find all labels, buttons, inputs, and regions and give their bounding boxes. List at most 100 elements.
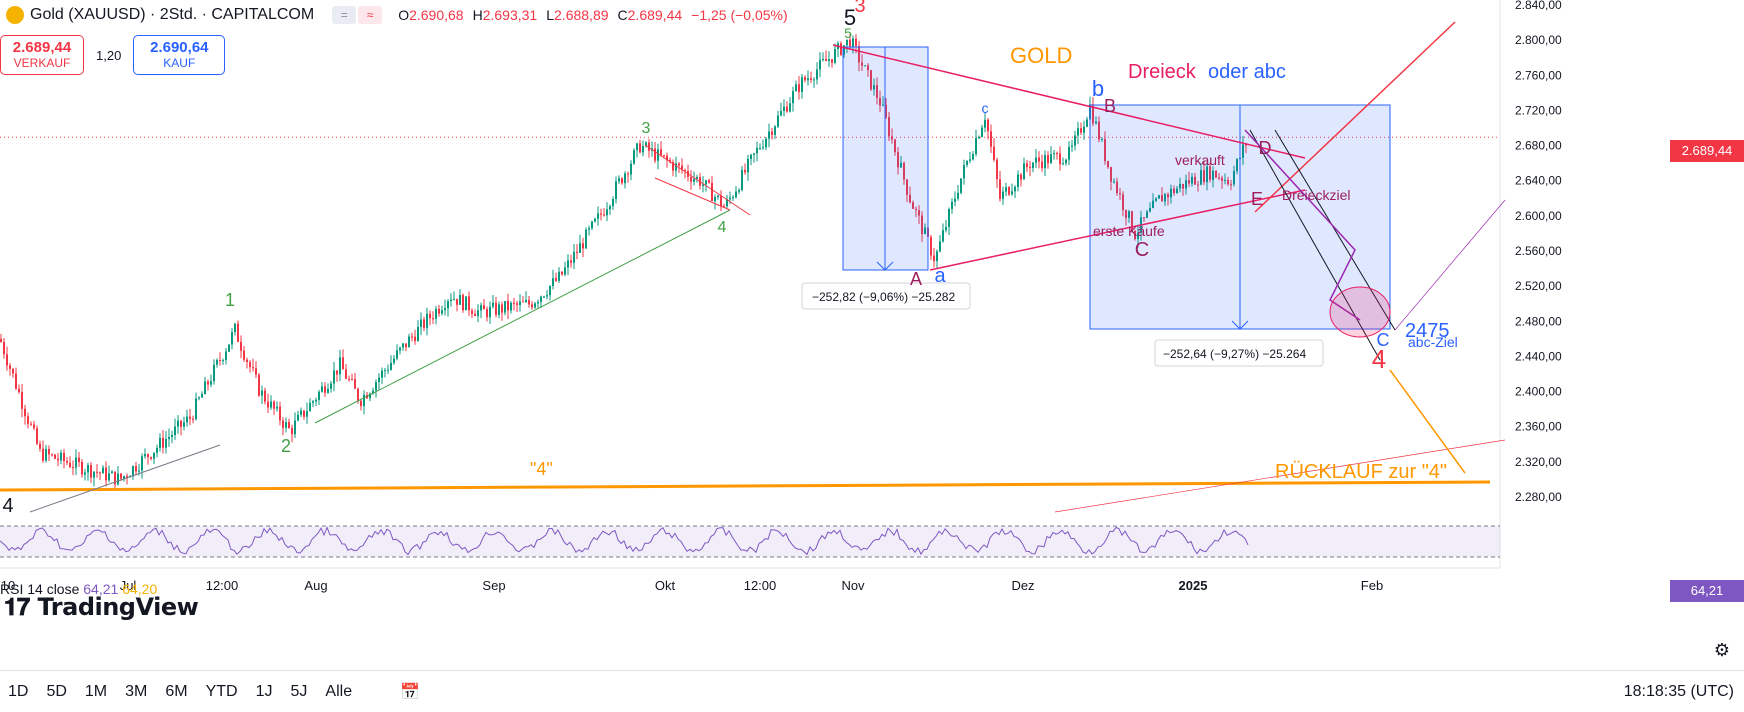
- symbol-title[interactable]: Gold (XAUUSD) · 2Std. · CAPITALCOM: [30, 6, 315, 23]
- candle-body: [252, 367, 254, 369]
- rsi-band: [0, 526, 1500, 557]
- buy-label: KAUF: [163, 56, 196, 70]
- candle-body: [1173, 188, 1175, 194]
- candle-body: [1185, 180, 1187, 189]
- trade-panel: 2.689,44 VERKAUF 1,20 2.690,64 KAUF: [0, 35, 226, 75]
- candle-body: [1005, 187, 1007, 192]
- y-tick-label: 2.840,00: [1515, 0, 1562, 12]
- timeframe-1M[interactable]: 1M: [84, 682, 108, 700]
- candle-body: [423, 319, 425, 328]
- candle-body: [1044, 155, 1046, 169]
- candle-body: [582, 243, 584, 249]
- candle-body: [1122, 194, 1124, 211]
- candle-body: [1113, 181, 1115, 183]
- candle-body: [786, 106, 788, 112]
- candle-body: [468, 296, 470, 311]
- timeframe-1J[interactable]: 1J: [255, 682, 273, 700]
- candle-body: [855, 38, 857, 46]
- candle-body: [1200, 170, 1202, 185]
- candle-body: [318, 391, 320, 400]
- triangle-upper-line: [832, 44, 1306, 159]
- sell-button[interactable]: 2.689,44 VERKAUF: [0, 35, 84, 75]
- candle-body: [210, 381, 212, 385]
- candle-body: [315, 399, 317, 402]
- candle-body: [954, 198, 956, 202]
- ohlc-key: H: [472, 7, 483, 23]
- candle-body: [1053, 153, 1055, 155]
- measure-label-2: −252,64 (−9,27%) −25.264: [1163, 347, 1306, 361]
- candle-body: [846, 39, 848, 46]
- candle-body: [678, 163, 680, 166]
- clock-time[interactable]: 18:18:35 (UTC): [1623, 683, 1734, 700]
- candle-body: [138, 470, 140, 472]
- candle-body: [483, 305, 485, 310]
- candle-body: [969, 159, 971, 161]
- candle-body: [48, 448, 50, 455]
- candle-body: [489, 306, 491, 318]
- indicator-chips: = ≈: [332, 6, 384, 24]
- candle-body: [732, 197, 734, 199]
- candle-body: [438, 308, 440, 314]
- candle-body: [702, 184, 704, 186]
- timeframe-3M[interactable]: 3M: [125, 682, 148, 700]
- approx-chip[interactable]: ≈: [358, 6, 383, 24]
- calendar-icon[interactable]: 📅: [400, 683, 421, 701]
- ohlc-value: 2.693,31: [482, 7, 538, 23]
- candle-body: [1116, 181, 1118, 194]
- candle-body: [441, 310, 443, 314]
- timeframe-YTD[interactable]: YTD: [205, 682, 238, 700]
- candle-body: [765, 138, 767, 148]
- timeframe-5D[interactable]: 5D: [46, 682, 67, 700]
- tradingview-logo: 𝟏𝟕 TradingView: [4, 593, 199, 622]
- candle-body: [1077, 128, 1079, 136]
- candle-body: [849, 39, 851, 48]
- timeframe-list: 1D 5D 1M 3M 6M YTD 1J 5J Alle: [0, 683, 362, 701]
- candle-body: [543, 296, 545, 298]
- rsi-value-tag: 64,21: [1670, 580, 1744, 602]
- candle-body: [345, 369, 347, 379]
- candle-body: [369, 393, 371, 399]
- candle-body: [807, 78, 809, 81]
- candle-body: [1164, 194, 1166, 202]
- candle-body: [924, 227, 926, 235]
- annotation-erste-kaeufe: erste Käufe: [1093, 223, 1165, 239]
- candle-body: [297, 414, 299, 421]
- candle-body: [204, 381, 206, 395]
- candle-body: [828, 59, 830, 62]
- candle-body: [1170, 188, 1172, 198]
- candle-body: [1125, 210, 1127, 218]
- candle-body: [690, 176, 692, 182]
- candle-body: [459, 294, 461, 305]
- candle-body: [9, 365, 11, 369]
- y-tick-label: 2.440,00: [1515, 349, 1562, 363]
- candle-body: [1002, 191, 1004, 199]
- candle-body: [930, 236, 932, 256]
- candle-body: [1035, 157, 1037, 163]
- settings-icon[interactable]: ⚙: [1713, 640, 1730, 660]
- candle-body: [684, 170, 686, 172]
- candle-body: [1020, 174, 1022, 180]
- candle-body: [3, 341, 5, 355]
- buy-button[interactable]: 2.690,64 KAUF: [133, 35, 226, 75]
- equals-chip[interactable]: =: [332, 6, 357, 24]
- candle-body: [39, 443, 41, 449]
- candle-body: [963, 164, 965, 179]
- candle-body: [450, 299, 452, 302]
- candle-body: [480, 305, 482, 311]
- timeframe-Alle[interactable]: Alle: [325, 682, 353, 700]
- ohlc-value: 2.690,68: [409, 7, 464, 23]
- timeframe-6M[interactable]: 6M: [165, 682, 188, 700]
- candle-body: [180, 420, 182, 427]
- candle-body: [309, 402, 311, 412]
- timeframe-1D[interactable]: 1D: [8, 682, 29, 700]
- candle-body: [90, 465, 92, 478]
- timeframe-5J[interactable]: 5J: [290, 682, 308, 700]
- candle-body: [1191, 176, 1193, 184]
- rsi-legend[interactable]: RSI 14 close 64,21 64,20: [0, 581, 157, 597]
- candle-body: [171, 435, 173, 438]
- candle-body: [411, 336, 413, 338]
- candle-body: [1188, 180, 1190, 184]
- annotation-dreieck: Dreieck: [1128, 61, 1197, 83]
- candle-body: [1236, 159, 1238, 172]
